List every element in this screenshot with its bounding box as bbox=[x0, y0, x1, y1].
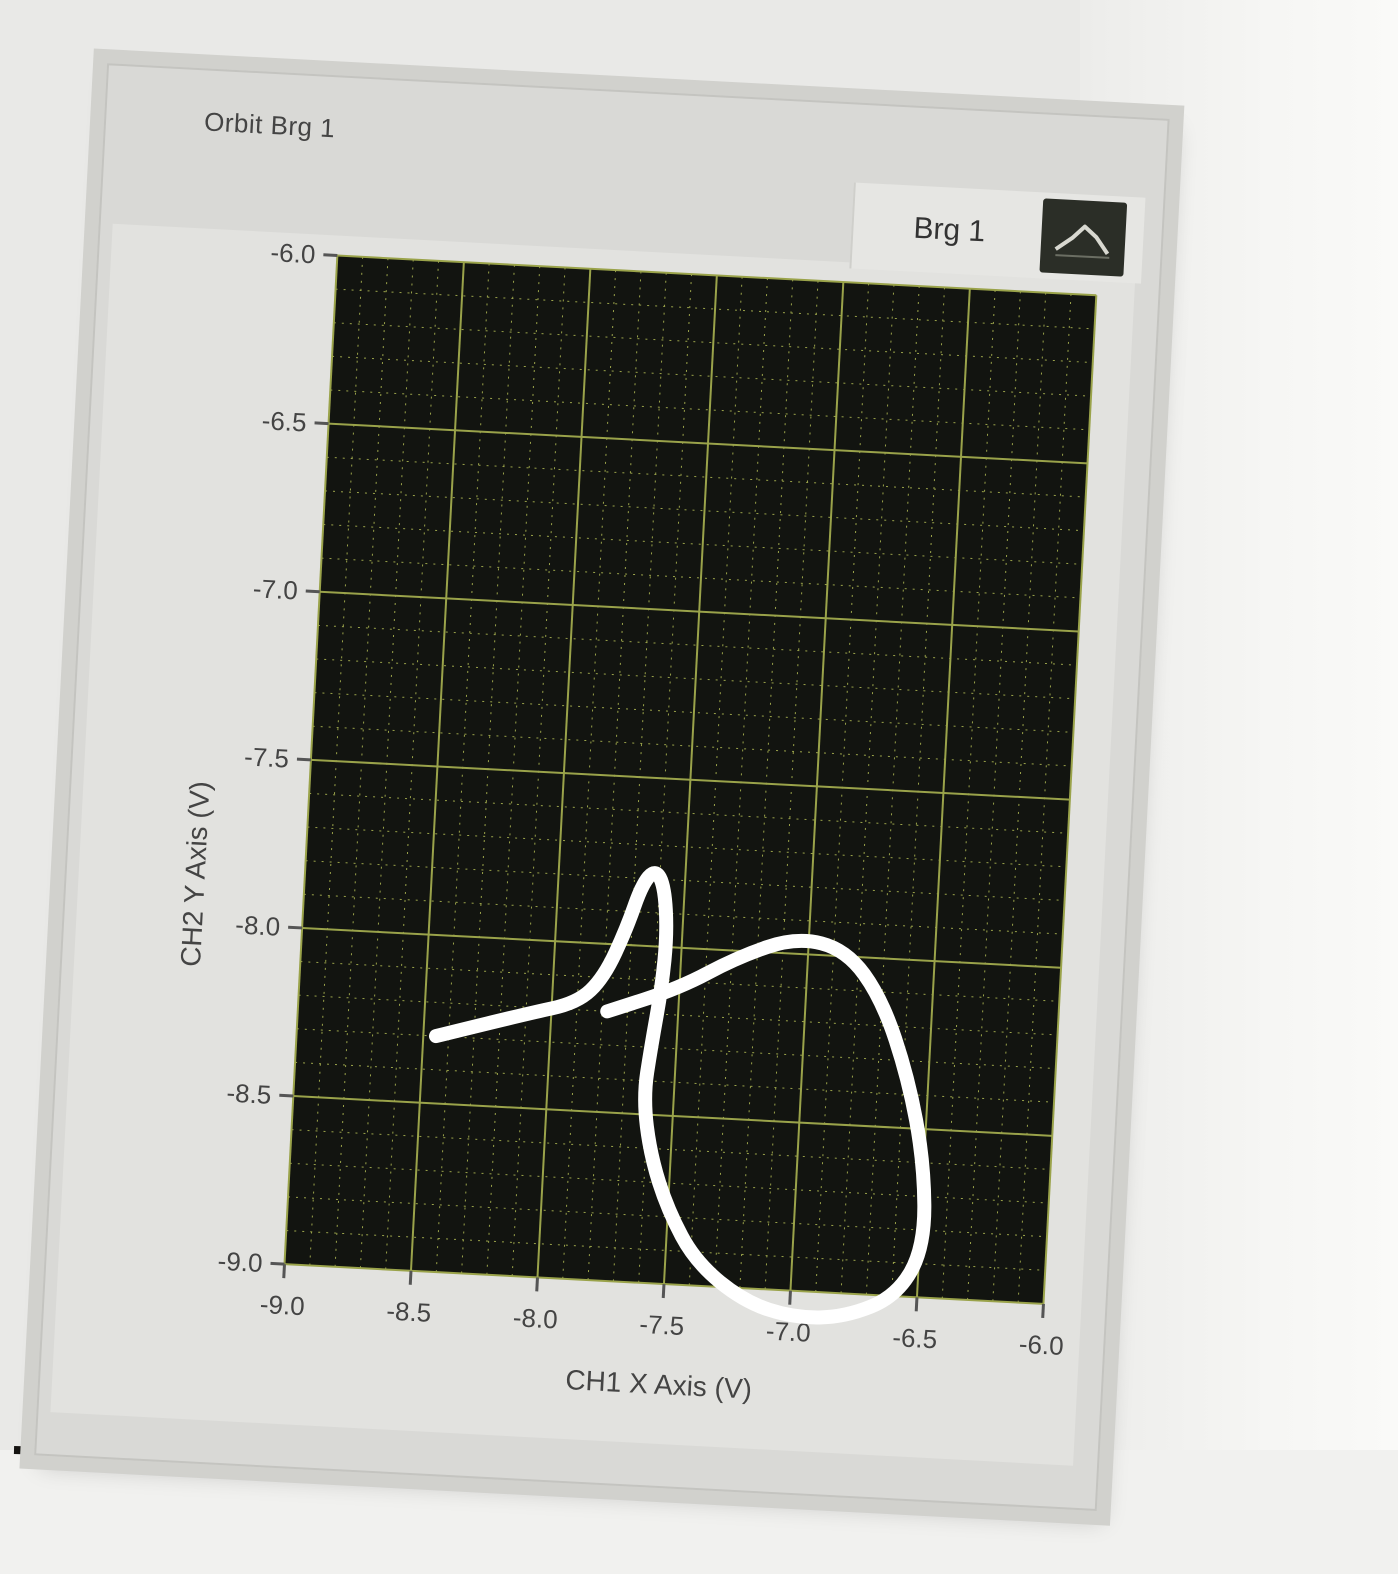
minor-grid-line-x bbox=[967, 291, 1021, 1300]
x-tick-mark bbox=[408, 1270, 413, 1285]
y-tick-label: -8.5 bbox=[226, 1078, 272, 1110]
minor-grid-line-y bbox=[333, 322, 1093, 364]
axis-ticks: -9.0 -8.5 -8.0 -7.5 -7.0 -6.5 -6.0-6.0-6.5-7.0… bbox=[217, 237, 1064, 1361]
y-tick-label: -7.5 bbox=[243, 741, 289, 773]
orbit-plot: -9.0 -8.5 -8.0 -7.5 -7.0 -6.5 -6.0-6.0-6.5-7.0… bbox=[175, 237, 1098, 1405]
x-tick-label: -9.0 bbox=[259, 1289, 305, 1321]
grid-line-y bbox=[328, 422, 1088, 465]
y-tick-mark bbox=[296, 757, 311, 762]
minor-grid-line-x bbox=[1017, 293, 1072, 1303]
x-tick-label: -8.0 bbox=[512, 1302, 558, 1334]
y-tick-label: -6.0 bbox=[270, 237, 316, 269]
x-tick-mark bbox=[914, 1297, 919, 1312]
y-tick-mark bbox=[288, 925, 303, 930]
y-tick-mark bbox=[270, 1261, 285, 1266]
orbit-trace bbox=[428, 866, 932, 1325]
minor-grid-line-y bbox=[330, 389, 1090, 431]
y-tick-mark bbox=[305, 589, 320, 594]
y-tick-label: -9.0 bbox=[217, 1246, 263, 1278]
minor-grid-line-y bbox=[332, 355, 1092, 397]
y-tick-mark bbox=[279, 1093, 294, 1098]
x-tick-mark bbox=[282, 1264, 286, 1279]
x-tick-mark bbox=[535, 1277, 539, 1292]
plot-legend[interactable]: Brg 1 bbox=[849, 182, 1146, 284]
grid-line-x bbox=[1042, 295, 1098, 1304]
y-tick-mark bbox=[323, 253, 338, 258]
x-tick-label: -8.5 bbox=[386, 1296, 432, 1328]
x-tick-label: -6.0 bbox=[1018, 1329, 1064, 1361]
y-tick-mark bbox=[314, 421, 329, 426]
x-tick-mark bbox=[661, 1283, 666, 1299]
x-tick-label: -7.5 bbox=[639, 1309, 685, 1341]
grid-line-y bbox=[337, 254, 1097, 297]
x-tick-mark bbox=[1041, 1303, 1045, 1318]
y-tick-label: -6.5 bbox=[261, 405, 307, 437]
y-tick-label: -8.0 bbox=[235, 909, 281, 941]
x-tick-label: -6.5 bbox=[892, 1322, 938, 1354]
x-tick-mark bbox=[788, 1290, 792, 1305]
line-plot-icon[interactable] bbox=[1039, 198, 1128, 277]
minor-grid-line-x bbox=[941, 289, 996, 1299]
x-axis-label: CH1 X Axis (V) bbox=[565, 1364, 753, 1405]
minor-grid-line-x bbox=[992, 292, 1047, 1302]
orbit-graph-panel: Orbit Brg 1 Brg 1 -9.0 -8.5 -8.0 -7.5 -7.0 -6… bbox=[34, 63, 1170, 1511]
y-tick-label: -7.0 bbox=[252, 573, 298, 605]
minor-grid-line-y bbox=[335, 288, 1095, 330]
y-axis-label: CH2 Y Axis (V) bbox=[175, 780, 216, 967]
